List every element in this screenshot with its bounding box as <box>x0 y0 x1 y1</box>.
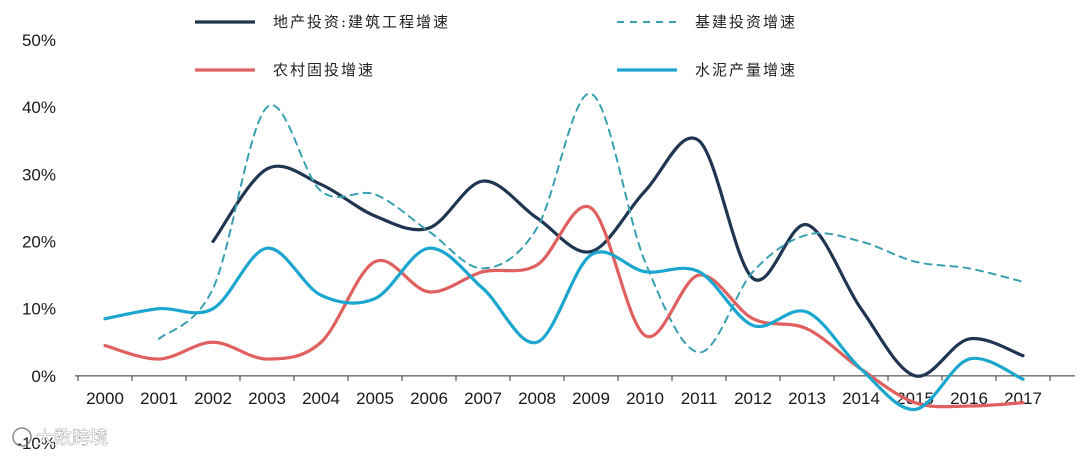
y-tick-label: 30% <box>22 165 56 184</box>
x-tick-label: 2007 <box>464 389 502 408</box>
y-axis-ticks: 50% 40% 30% 20% 10% 0% -10% <box>16 31 56 453</box>
legend-label-infrastructure-investment: 基建投资增速 <box>695 13 797 31</box>
x-tick-label: 2003 <box>248 389 286 408</box>
x-tick-label: 2012 <box>734 389 772 408</box>
x-axis-labels: 2000 2001 2002 2003 2004 2005 2006 2007 2008 2009… <box>86 389 1042 408</box>
watermark: 大数跨境 <box>12 427 108 449</box>
series-line-infrastructure-investment <box>158 92 1024 354</box>
x-tick-label: 2011 <box>681 389 718 408</box>
x-tick-label: 2013 <box>788 389 826 408</box>
series-line-real-estate-construction <box>211 136 1025 378</box>
x-tick-label: 2006 <box>410 389 448 408</box>
x-tick-label: 2005 <box>356 389 394 408</box>
x-tick-label: 2016 <box>950 389 988 408</box>
y-tick-label: 0% <box>31 367 56 386</box>
legend-label-rural-investment: 农村固投增速 <box>273 61 375 79</box>
legend-label-cement-output: 水泥产量增速 <box>695 61 797 79</box>
x-tick-label: 2004 <box>302 389 340 408</box>
x-tick-label: 2002 <box>194 389 232 408</box>
watermark-text: 大数跨境 <box>36 428 108 449</box>
legend-label-real-estate-construction: 地产投资:建筑工程增速 <box>273 13 450 31</box>
x-tick-label: 2001 <box>140 389 178 408</box>
x-tick-label: 2010 <box>626 389 664 408</box>
x-tick-label: 2008 <box>518 389 556 408</box>
x-tick-label: 2000 <box>86 389 124 408</box>
y-tick-label: 10% <box>22 300 56 319</box>
x-tick-label: 2009 <box>572 389 610 408</box>
y-tick-label: 50% <box>22 31 56 50</box>
series-lines <box>103 92 1025 412</box>
y-tick-label: 40% <box>22 98 56 117</box>
x-axis-tickmarks <box>77 375 1051 381</box>
watermark-logo-icon <box>12 427 32 447</box>
y-tick-label: -10% <box>16 434 56 453</box>
y-tick-label: 20% <box>22 233 56 252</box>
x-tick-label: 2014 <box>842 389 880 408</box>
series-line-cement-output <box>103 246 1025 412</box>
